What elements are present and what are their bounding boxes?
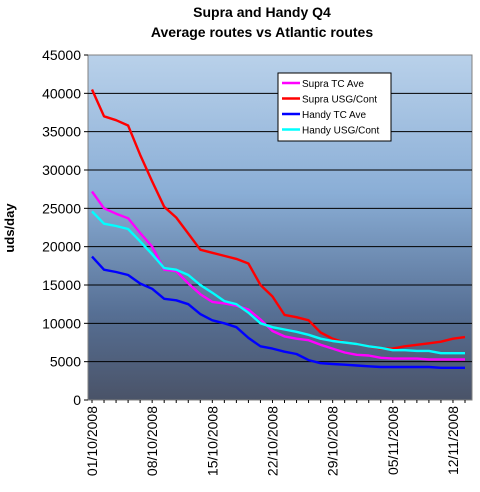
y-tick-label: 25000 xyxy=(42,200,81,216)
y-tick-label: 0 xyxy=(73,392,81,408)
chart-title: Supra and Handy Q4 xyxy=(193,4,331,20)
chart-subtitle: Average routes vs Atlantic routes xyxy=(151,24,373,40)
y-tick-label: 5000 xyxy=(50,354,81,370)
x-tick-label: 08/10/2008 xyxy=(144,406,160,476)
x-tick-label: 15/10/2008 xyxy=(204,406,220,476)
y-tick-label: 40000 xyxy=(42,85,81,101)
legend-label: Handy TC Ave xyxy=(302,110,367,121)
y-tick-label: 45000 xyxy=(42,47,81,63)
x-tick-label: 05/11/2008 xyxy=(385,406,401,475)
y-tick-label: 30000 xyxy=(42,162,81,178)
y-axis-label: uds/day xyxy=(2,203,17,253)
legend-label: Supra USG/Cont xyxy=(302,95,377,106)
y-tick-label: 10000 xyxy=(42,315,81,331)
y-axis-ticks: 0 5000 10000 15000 20000 25000 30000 35000 40000… xyxy=(42,47,88,408)
series-lines xyxy=(90,89,466,369)
legend-label: Supra TC Ave xyxy=(302,79,364,90)
series-line-2 xyxy=(90,89,466,350)
legend: Supra TC Ave Supra USG/Cont Handy TC Ave Ha… xyxy=(277,72,392,142)
x-tick-label: 22/10/2008 xyxy=(264,406,280,476)
x-tick-label: 12/11/2008 xyxy=(445,406,461,475)
x-tick-label: 01/10/2008 xyxy=(84,406,100,476)
x-tick-label: 29/10/2008 xyxy=(325,406,341,476)
y-tick-label: 15000 xyxy=(42,277,81,293)
series-line-4 xyxy=(91,210,465,355)
y-tick-label: 20000 xyxy=(42,239,81,255)
y-tick-label: 35000 xyxy=(42,124,81,140)
series-line-3 xyxy=(91,255,465,369)
legend-label: Handy USG/Cont xyxy=(302,126,379,137)
series-line-1 xyxy=(91,190,465,361)
gridlines xyxy=(88,92,472,363)
x-axis-ticks: 01/10/2008 08/10/2008 15/10/2008 22/10/2008… xyxy=(84,400,466,476)
